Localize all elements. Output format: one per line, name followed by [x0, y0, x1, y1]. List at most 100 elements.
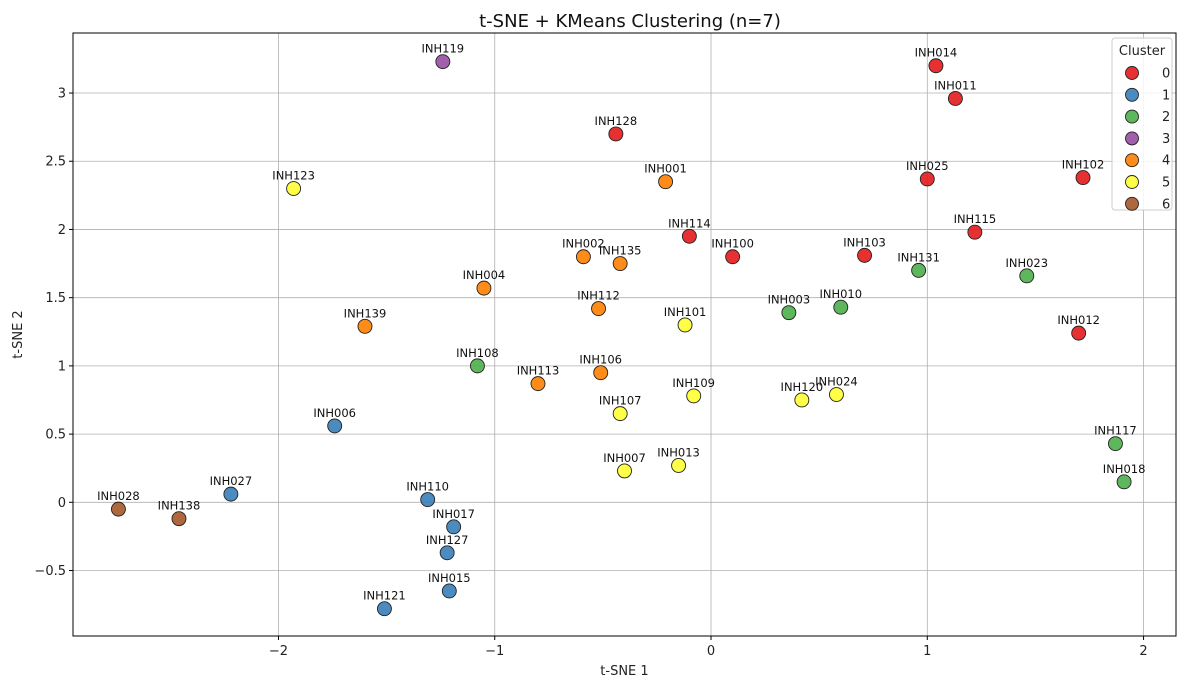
data-point-inh128	[608, 126, 624, 142]
point-label-inh100: INH100	[711, 237, 754, 251]
data-point-inh012	[1071, 325, 1087, 341]
data-point-inh024	[828, 387, 844, 402]
point-label-inh115: INH115	[954, 212, 997, 226]
point-label-inh135: INH135	[599, 244, 642, 258]
point-label-inh012: INH012	[1057, 313, 1100, 327]
data-point-inh001	[658, 174, 674, 190]
y-tick-label: −0.5	[34, 564, 66, 579]
data-point-inh011	[947, 91, 963, 106]
point-label-inh004: INH004	[463, 268, 506, 282]
data-point-inh139	[357, 318, 373, 334]
data-point-inh010	[833, 299, 849, 315]
legend-label-6: 6	[1162, 197, 1170, 212]
point-label-inh110: INH110	[406, 480, 449, 494]
plot-frame	[72, 32, 1177, 637]
point-label-inh025: INH025	[906, 159, 949, 173]
point-label-inh120: INH120	[781, 380, 824, 394]
point-label-inh011: INH011	[934, 78, 977, 92]
point-label-inh001: INH001	[644, 162, 687, 176]
legend-marker-6	[1125, 196, 1139, 211]
y-axis-label: t-SNE 2	[11, 310, 26, 358]
point-label-inh108: INH108	[456, 346, 499, 360]
point-label-inh014: INH014	[915, 46, 958, 60]
legend-marker-1	[1125, 87, 1139, 102]
point-label-inh003: INH003	[768, 293, 811, 307]
data-point-inh114	[681, 228, 697, 244]
data-point-inh014	[928, 58, 944, 74]
y-tick-label: 2	[58, 223, 66, 238]
x-tick-label: 2	[1139, 644, 1147, 659]
data-point-inh018	[1116, 474, 1132, 490]
point-label-inh103: INH103	[843, 235, 886, 249]
data-point-inh015	[441, 583, 457, 599]
grid-lines	[73, 33, 1176, 636]
legend-marker-2	[1125, 109, 1139, 124]
point-label-inh102: INH102	[1062, 158, 1105, 172]
point-label-inh114: INH114	[668, 216, 711, 230]
legend-label-4: 4	[1162, 154, 1170, 169]
x-tick-label: −1	[485, 644, 504, 659]
point-label-inh107: INH107	[599, 394, 642, 408]
point-label-inh024: INH024	[815, 375, 858, 389]
point-label-inh119: INH119	[422, 42, 465, 56]
legend-marker-4	[1125, 153, 1139, 168]
point-label-inh007: INH007	[603, 451, 646, 465]
point-label-inh139: INH139	[344, 306, 387, 320]
y-tick-label: 1.5	[45, 291, 66, 306]
x-tick-label: 0	[707, 644, 715, 659]
data-points	[110, 54, 1132, 617]
y-tick-label: 2.5	[45, 155, 66, 170]
point-label-inh121: INH121	[363, 589, 406, 603]
legend-title: Cluster	[1119, 44, 1166, 59]
point-label-inh117: INH117	[1094, 424, 1137, 438]
legend-items: 0 1 2 3 4 5 6	[1125, 66, 1170, 212]
data-point-inh127	[439, 545, 455, 561]
y-tick-label: 0.5	[45, 428, 66, 443]
legend-label-2: 2	[1162, 110, 1170, 125]
data-point-inh027	[223, 486, 239, 502]
data-point-inh123	[286, 181, 302, 196]
data-point-inh113	[530, 376, 546, 392]
point-label-inh112: INH112	[577, 289, 620, 303]
data-point-inh109	[686, 388, 702, 404]
point-label-inh123: INH123	[272, 169, 315, 183]
data-point-inh013	[671, 458, 687, 473]
data-point-inh106	[593, 365, 609, 381]
data-point-inh002	[575, 249, 591, 265]
y-tick-label: 3	[58, 87, 66, 102]
data-point-inh121	[376, 601, 392, 617]
legend-label-3: 3	[1162, 132, 1170, 147]
data-point-inh138	[171, 511, 187, 527]
legend-label-5: 5	[1162, 176, 1170, 191]
legend-label-1: 1	[1162, 88, 1170, 103]
point-labels: INH014 INH011 INH128 INH025 INH102 INH115 INH1…	[97, 42, 1145, 603]
data-point-inh007	[617, 463, 632, 479]
point-label-inh127: INH127	[426, 533, 469, 547]
data-point-inh119	[435, 54, 451, 70]
point-label-inh128: INH128	[595, 114, 638, 128]
point-label-inh131: INH131	[897, 250, 940, 264]
point-label-inh013: INH013	[657, 445, 700, 459]
data-point-inh135	[612, 256, 628, 272]
point-label-inh010: INH010	[819, 287, 862, 301]
data-point-inh006	[327, 418, 343, 434]
data-point-inh023	[1019, 268, 1035, 284]
data-point-inh131	[911, 262, 927, 278]
data-point-inh101	[677, 317, 693, 333]
data-point-inh103	[857, 247, 873, 263]
data-point-inh110	[420, 492, 436, 508]
legend-marker-5	[1125, 175, 1139, 189]
point-label-inh002: INH002	[562, 237, 605, 251]
point-label-inh027: INH027	[210, 474, 253, 488]
x-axis-label: t-SNE 1	[600, 664, 648, 679]
point-label-inh006: INH006	[313, 406, 356, 420]
legend: Cluster 0 1 2 3 4 5 6	[1111, 37, 1173, 212]
point-label-inh015: INH015	[428, 571, 471, 585]
data-point-inh003	[781, 305, 797, 321]
point-label-inh018: INH018	[1103, 462, 1146, 476]
x-tick-label: −2	[269, 644, 288, 659]
data-point-inh102	[1075, 170, 1091, 186]
data-point-inh112	[591, 301, 606, 317]
point-label-inh109: INH109	[672, 376, 715, 390]
